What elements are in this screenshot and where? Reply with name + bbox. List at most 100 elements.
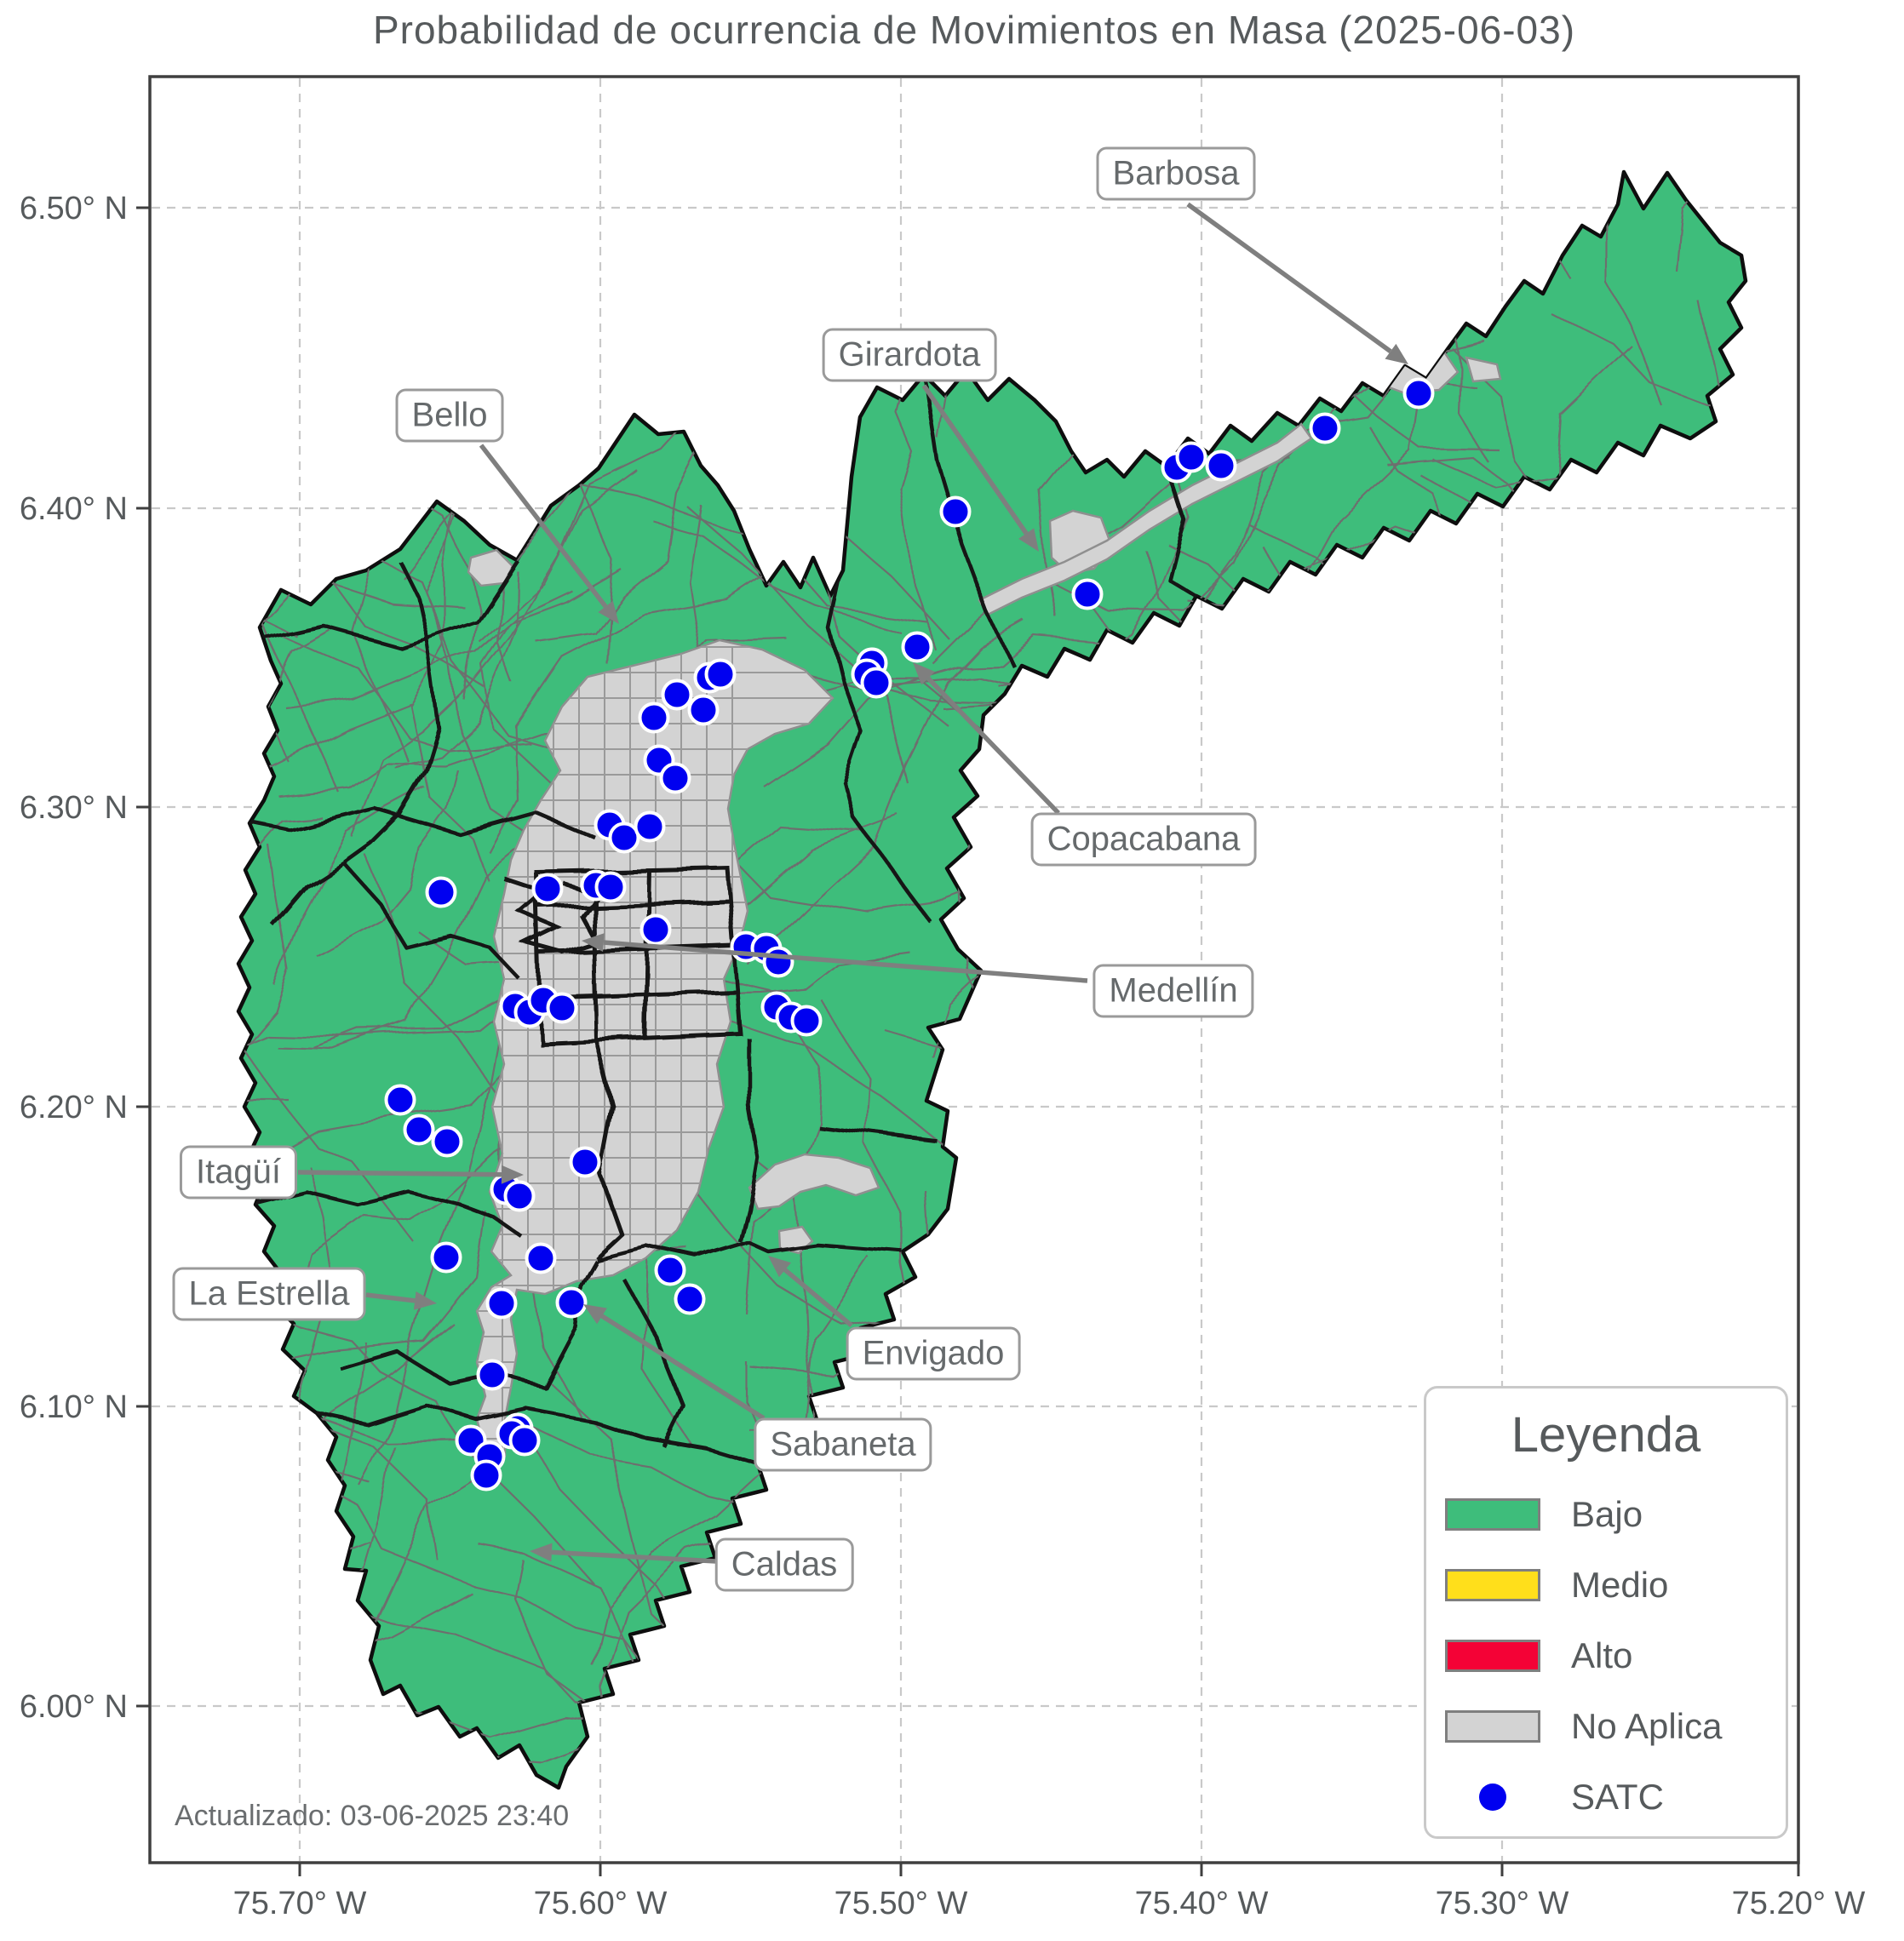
medio-swatch xyxy=(1445,1568,1540,1601)
legend-rows: Bajo Medio Alto No Aplica SATC xyxy=(1426,1479,1786,1832)
vereda-line xyxy=(686,506,909,784)
satc-dot xyxy=(608,822,640,854)
satc-dot xyxy=(1402,377,1435,409)
satc-dot xyxy=(790,1005,823,1037)
satc-dot xyxy=(555,1286,588,1319)
x-tick-label: 75.40° W xyxy=(1135,1886,1269,1921)
annotation-arrow-line xyxy=(600,1314,766,1421)
satc-dot xyxy=(1309,412,1341,444)
medio-label: Medio xyxy=(1571,1564,1669,1605)
satc-dot xyxy=(939,495,972,528)
annotation-label-sabaneta: Sabaneta xyxy=(754,1417,932,1472)
vereda-line xyxy=(394,570,519,770)
satc-dot xyxy=(704,658,737,690)
satc-dot xyxy=(762,946,794,978)
satc-dot xyxy=(687,694,720,726)
satc-dot xyxy=(654,1254,686,1286)
satc-dot xyxy=(634,810,666,843)
satc-marker-cell xyxy=(1445,1783,1540,1811)
y-tick-label: 6.20° N xyxy=(20,1090,128,1125)
satc-dot xyxy=(1175,441,1207,473)
annotation-arrowhead xyxy=(583,1304,607,1325)
annotation-label-copacabana: Copacabana xyxy=(1030,812,1257,867)
annotation-arrows xyxy=(297,202,1408,1564)
no-aplica-label: No Aplica xyxy=(1571,1705,1723,1746)
vereda-line xyxy=(350,410,696,838)
annotation-arrowhead xyxy=(413,1291,437,1310)
annotation-label-bello: Bello xyxy=(395,388,504,443)
vereda-line xyxy=(238,951,415,1243)
annotation-arrowhead xyxy=(1018,528,1039,552)
satc-dot xyxy=(594,871,627,903)
y-tick-label: 6.50° N xyxy=(20,191,128,226)
page-title: Probabilidad de ocurrencia de Movimiento… xyxy=(372,8,1576,52)
legend-box: Leyenda Bajo Medio Alto No Aplica xyxy=(1424,1386,1788,1839)
satc-dot-icon xyxy=(1479,1783,1506,1811)
vereda-line xyxy=(748,621,1026,967)
annotation-arrow-line xyxy=(921,384,1029,535)
y-tick-label: 6.30° N xyxy=(20,790,128,826)
satc-dot xyxy=(476,1359,508,1391)
satc-dot xyxy=(569,1146,601,1178)
axis-ticks: 75.70° W 75.60° W 75.50° W 75.40° W 75.30° W… xyxy=(20,191,1866,1921)
alto-label: Alto xyxy=(1571,1635,1633,1675)
satc-stations xyxy=(384,377,1435,1492)
urban-east-patch xyxy=(748,1153,880,1211)
vereda-line xyxy=(409,480,489,880)
annotation-arrowhead xyxy=(530,1543,553,1562)
bajo-swatch xyxy=(1445,1497,1540,1531)
region-outline xyxy=(236,169,1748,1790)
vereda-line xyxy=(238,701,412,972)
x-tick-label: 75.30° W xyxy=(1436,1886,1569,1921)
satc-dot xyxy=(531,873,564,905)
satc-dot xyxy=(525,1242,557,1274)
annotation-label-caldas: Caldas xyxy=(714,1537,854,1592)
annotation-arrow-line xyxy=(551,1549,717,1564)
satc-dot xyxy=(639,913,672,946)
x-tick-label: 75.60° W xyxy=(534,1886,668,1921)
legend-title: Leyenda xyxy=(1511,1407,1701,1463)
satc-dot xyxy=(508,1424,541,1457)
annotation-arrow-line xyxy=(1186,202,1392,353)
satc-dot xyxy=(638,701,670,734)
annotation-arrowhead xyxy=(598,600,619,624)
vereda-line xyxy=(1547,310,1746,408)
legend-item-satc: SATC xyxy=(1426,1761,1786,1832)
satc-dot xyxy=(431,1125,463,1158)
x-tick-label: 75.70° W xyxy=(233,1886,367,1921)
updated-timestamp: Actualizado: 03-06-2025 23:40 xyxy=(175,1800,570,1832)
satc-dot xyxy=(430,1241,462,1274)
annotation-arrowhead xyxy=(1385,343,1408,364)
annotation-arrowhead xyxy=(768,1256,791,1278)
y-tick-label: 6.00° N xyxy=(20,1689,128,1725)
annotation-arrow-line xyxy=(603,940,1088,983)
satc-dot xyxy=(470,1459,502,1492)
satc-dot xyxy=(503,1180,536,1212)
vereda-line xyxy=(593,1255,869,1669)
legend-item-no-aplica: No Aplica xyxy=(1426,1691,1786,1761)
vereda-line xyxy=(653,520,901,633)
vereda-line xyxy=(249,844,290,1043)
vereda-line xyxy=(277,633,530,751)
y-tick-label: 6.40° N xyxy=(20,491,128,527)
vereda-line xyxy=(272,786,425,986)
alto-swatch xyxy=(1445,1639,1540,1672)
annotation-label-itagui: Itagüí xyxy=(179,1145,298,1200)
satc-dot xyxy=(384,1084,416,1116)
vereda-line xyxy=(238,992,527,1120)
satc-dot xyxy=(661,678,693,711)
annotation-label-envigado: Envigado xyxy=(846,1326,1021,1381)
annotation-label-barbosa: Barbosa xyxy=(1096,146,1256,201)
satc-dot xyxy=(674,1283,706,1315)
vereda-line xyxy=(480,569,622,783)
satc-dot xyxy=(403,1114,435,1146)
satc-dot xyxy=(546,992,578,1024)
annotation-label-la-estrella: La Estrella xyxy=(172,1267,366,1321)
legend-item-bajo: Bajo xyxy=(1426,1479,1786,1549)
satc-dot xyxy=(425,876,457,908)
satc-dot xyxy=(659,762,691,794)
annotation-arrowhead xyxy=(582,933,605,953)
legend-item-alto: Alto xyxy=(1426,1620,1786,1691)
y-tick-label: 6.10° N xyxy=(20,1389,128,1425)
